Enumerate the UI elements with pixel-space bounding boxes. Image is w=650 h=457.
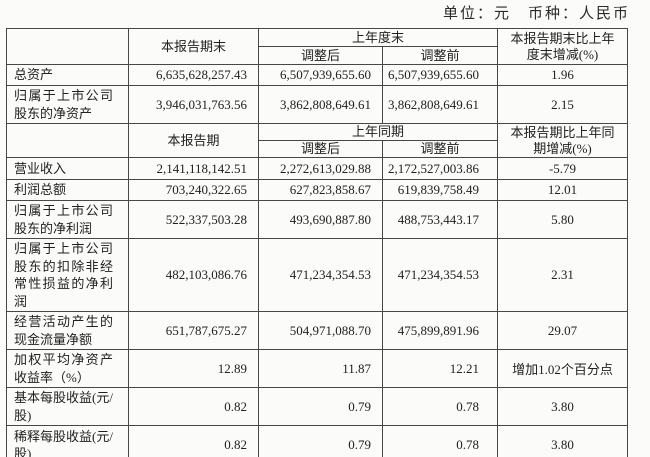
header-row-period: 本报告期 上年同期 本报告期比上年同期增减(%) [6,123,629,158]
change-value-cell: 3.80 [497,387,629,426]
row-label-cell: 归属于上市公司股东的净利润 [6,200,129,239]
adjusted-value-cell: 504,971,088.70 [258,311,383,350]
corner-empty-cell [6,28,129,65]
financial-summary-table: 本报告期末 上年度末 本报告期末比上年度末增减(%) 调整后 调整前 总资产 6… [6,28,629,457]
corner-empty-cell [6,123,129,158]
before-adjust-value-cell: 0.78 [381,425,499,457]
current-value-cell: 2,141,118,142.51 [128,157,259,180]
adjusted-value-cell: 493,690,887.80 [258,200,383,239]
col-header-change-vs-year-end: 本报告期末比上年度末增减(%) [497,28,629,65]
row-diluted-eps: 稀释每股收益(元/股) 0.82 0.79 0.78 3.80 [6,425,629,457]
row-label-cell: 经营活动产生的现金流量净额 [6,311,129,350]
row-net-assets: 归属于上市公司股东的净资产 3,946,031,763.56 3,862,808… [6,85,629,124]
before-adjust-value-cell: 619,839,758.49 [381,179,499,201]
change-value-cell: -5.79 [497,157,629,180]
before-adjust-value-cell: 2,172,527,003.86 [381,157,499,180]
col-header-adjusted: 调整后 [258,46,383,65]
col-header-before-adjust: 调整前 [381,140,499,158]
current-value-cell: 12.89 [128,349,259,388]
col-header-before-adjust: 调整前 [381,46,499,65]
change-value-cell: 5.80 [497,200,629,239]
current-value-cell: 3,946,031,763.56 [128,85,259,124]
row-net-profit: 归属于上市公司股东的净利润 522,337,503.28 493,690,887… [6,200,629,239]
row-label-cell: 基本每股收益(元/股) [6,387,129,426]
adjusted-value-cell: 11.87 [258,349,383,388]
row-label-cell: 稀释每股收益(元/股) [6,425,129,457]
row-weighted-avg-roe: 加权平均净资产收益率（%） 12.89 11.87 12.21 增加1.02个百… [6,349,629,388]
before-adjust-value-cell: 475,899,891.96 [381,311,499,350]
before-adjust-value-cell: 471,234,354.53 [381,238,499,312]
adjusted-value-cell: 3,862,808,649.61 [258,85,383,124]
before-adjust-value-cell: 488,753,443.17 [381,200,499,239]
before-adjust-value-cell: 12.21 [381,349,499,388]
row-label-cell: 利润总额 [6,179,129,201]
row-label-cell: 归属于上市公司股东的扣除非经常性损益的净利润 [6,238,129,312]
change-value-cell: 12.01 [497,179,629,201]
header-row-year-end: 本报告期末 上年度末 本报告期末比上年度末增减(%) [6,28,629,65]
change-value-cell: 1.96 [497,64,629,86]
col-header-prior-period: 上年同期 [257,123,499,141]
col-header-prior-year-end: 上年度末 [257,28,499,47]
adjusted-value-cell: 2,272,613,029.88 [258,157,383,180]
adjusted-value-cell: 6,507,939,655.60 [258,64,383,86]
current-value-cell: 482,103,086.76 [128,238,259,312]
change-value-cell: 增加1.02个百分点 [497,349,629,388]
change-value-cell: 2.31 [497,238,629,312]
change-value-cell: 3.80 [497,425,629,457]
row-net-profit-deducted-non-recurring: 归属于上市公司股东的扣除非经常性损益的净利润 482,103,086.76 47… [6,238,629,312]
before-adjust-value-cell: 3,862,808,649.61 [381,85,499,124]
row-label-cell: 总资产 [6,64,129,86]
col-header-current-period: 本报告期 [128,123,259,158]
adjusted-value-cell: 627,823,858.67 [258,179,383,201]
row-basic-eps: 基本每股收益(元/股) 0.82 0.79 0.78 3.80 [6,387,629,426]
col-header-current-period-end: 本报告期末 [128,28,259,65]
change-value-cell: 2.15 [497,85,629,124]
current-value-cell: 0.82 [128,387,259,426]
col-header-adjusted: 调整后 [258,140,383,158]
change-value-cell: 29.07 [497,311,629,350]
current-value-cell: 6,635,628,257.43 [128,64,259,86]
row-label-cell: 营业收入 [6,157,129,180]
adjusted-value-cell: 0.79 [258,387,383,426]
row-operating-revenue: 营业收入 2,141,118,142.51 2,272,613,029.88 2… [6,157,629,180]
adjusted-value-cell: 471,234,354.53 [258,238,383,312]
row-label-cell: 归属于上市公司股东的净资产 [6,85,129,124]
before-adjust-value-cell: 0.78 [381,387,499,426]
col-header-change-vs-prior-period: 本报告期比上年同期增减(%) [497,123,629,158]
current-value-cell: 522,337,503.28 [128,200,259,239]
row-label-cell: 加权平均净资产收益率（%） [6,349,129,388]
row-operating-cash-flow: 经营活动产生的现金流量净额 651,787,675.27 504,971,088… [6,311,629,350]
current-value-cell: 703,240,322.65 [128,179,259,201]
current-value-cell: 651,787,675.27 [128,311,259,350]
row-total-profit: 利润总额 703,240,322.65 627,823,858.67 619,8… [6,179,629,201]
current-value-cell: 0.82 [128,425,259,457]
row-total-assets: 总资产 6,635,628,257.43 6,507,939,655.60 6,… [6,64,629,86]
before-adjust-value-cell: 6,507,939,655.60 [381,64,499,86]
adjusted-value-cell: 0.79 [258,425,383,457]
unit-currency-label: 单位：元 币种：人民币 [442,6,630,22]
